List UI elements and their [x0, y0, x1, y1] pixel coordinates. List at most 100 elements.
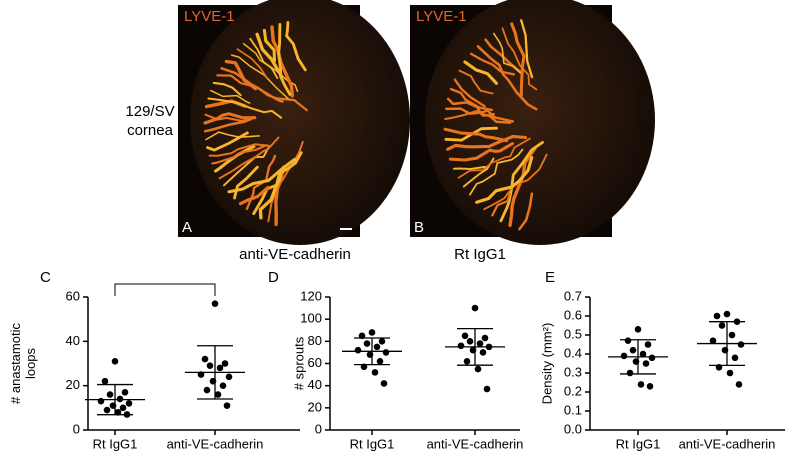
- vessel: [492, 32, 522, 75]
- cornea: [190, 0, 410, 245]
- data-point: [474, 365, 482, 373]
- vessel: [476, 45, 538, 111]
- data-point: [116, 395, 124, 403]
- data-point: [211, 300, 219, 307]
- y-tick-label: 0.1: [564, 402, 582, 417]
- vessel: [218, 136, 280, 180]
- data-point: [648, 354, 656, 362]
- panel-letter: B: [414, 219, 424, 236]
- vessel: [453, 165, 486, 171]
- vessel: [203, 117, 253, 133]
- vessel: [458, 69, 494, 95]
- data-point: [639, 350, 647, 358]
- data-point: [106, 391, 114, 398]
- x-tick-label: Rt IgG1: [93, 436, 138, 451]
- panel-letter: A: [182, 219, 192, 236]
- vessel: [252, 151, 303, 216]
- y-tick-label: 0.6: [564, 307, 582, 322]
- vessel: [203, 112, 257, 125]
- vessel: [238, 185, 270, 206]
- data-point: [728, 331, 736, 339]
- vessel: [449, 87, 494, 112]
- data-point: [371, 369, 379, 376]
- cornea: [425, 0, 655, 245]
- data-point: [735, 381, 743, 388]
- vessel: [446, 97, 512, 124]
- vessel: [255, 32, 283, 77]
- data-point: [629, 346, 637, 354]
- data-point: [119, 404, 127, 412]
- y-tick-label: 80: [308, 333, 322, 348]
- data-point: [363, 340, 371, 347]
- y-tick-label: 0.0: [564, 421, 582, 436]
- data-point: [731, 354, 739, 362]
- vessel: [220, 67, 284, 103]
- data-point: [726, 369, 734, 377]
- y-tick-label: 0.2: [564, 383, 582, 398]
- data-point: [101, 377, 109, 385]
- panel-letter: C: [40, 269, 51, 286]
- y-tick-label: 0.3: [564, 364, 582, 379]
- vessel: [448, 142, 515, 162]
- vessel: [211, 144, 268, 165]
- vessel: [227, 157, 297, 194]
- vessel: [204, 113, 252, 123]
- y-tick-label: 0.5: [564, 326, 582, 341]
- caption: anti-VE-cadherin: [239, 246, 351, 263]
- x-tick-label: anti-VE-cadherin: [679, 436, 776, 451]
- data-point: [114, 408, 122, 416]
- y-tick-label: 40: [308, 377, 322, 392]
- data-point: [203, 386, 211, 394]
- data-point: [644, 341, 652, 348]
- comparison-bracket: [114, 283, 216, 296]
- vessel: [233, 165, 259, 200]
- y-tick-label: 60: [308, 355, 322, 370]
- data-point: [125, 400, 133, 407]
- data-point: [723, 310, 731, 318]
- data-point: [380, 380, 388, 387]
- vessel: [475, 155, 534, 204]
- data-point: [466, 338, 474, 345]
- row-label: cornea: [127, 122, 174, 139]
- data-point: [457, 342, 465, 350]
- data-point: [368, 329, 376, 336]
- y-axis-label: # anastamotic: [8, 323, 23, 404]
- y-tick-label: 0: [315, 421, 322, 436]
- vessel: [285, 20, 307, 72]
- vessel: [236, 48, 268, 79]
- data-point: [479, 349, 487, 356]
- data-point: [737, 341, 745, 348]
- y-axis-label: Density (mm²): [539, 323, 554, 405]
- stain-label: LYVE-1: [416, 8, 467, 25]
- y-tick-label: 20: [66, 377, 80, 392]
- vessel: [446, 134, 528, 151]
- y-tick-label: 20: [308, 399, 322, 414]
- y-axis-label: loops: [23, 347, 38, 379]
- data-point: [121, 389, 129, 396]
- data-point: [223, 402, 231, 409]
- data-point: [214, 391, 222, 398]
- data-point: [646, 383, 654, 390]
- data-point: [634, 326, 642, 333]
- vessel: [230, 54, 289, 100]
- stain-label: LYVE-1: [184, 8, 235, 25]
- data-point: [624, 337, 632, 345]
- data-point: [373, 343, 381, 351]
- row-label: 129/SV: [125, 103, 174, 120]
- vessel: [453, 78, 486, 108]
- y-axis-label: # sprouts: [291, 336, 306, 390]
- vessel: [223, 146, 270, 187]
- data-point: [376, 357, 384, 365]
- y-tick-label: 60: [66, 288, 80, 303]
- vessels: [443, 19, 548, 231]
- panel-letter: E: [545, 269, 555, 286]
- y-tick-label: 120: [300, 288, 322, 303]
- y-tick-label: 0: [73, 421, 80, 436]
- data-point: [463, 357, 471, 365]
- vessel: [207, 97, 283, 119]
- vessel: [443, 127, 509, 143]
- data-point: [216, 364, 224, 372]
- data-point: [461, 332, 469, 340]
- vessel: [267, 140, 304, 223]
- data-point: [378, 338, 386, 345]
